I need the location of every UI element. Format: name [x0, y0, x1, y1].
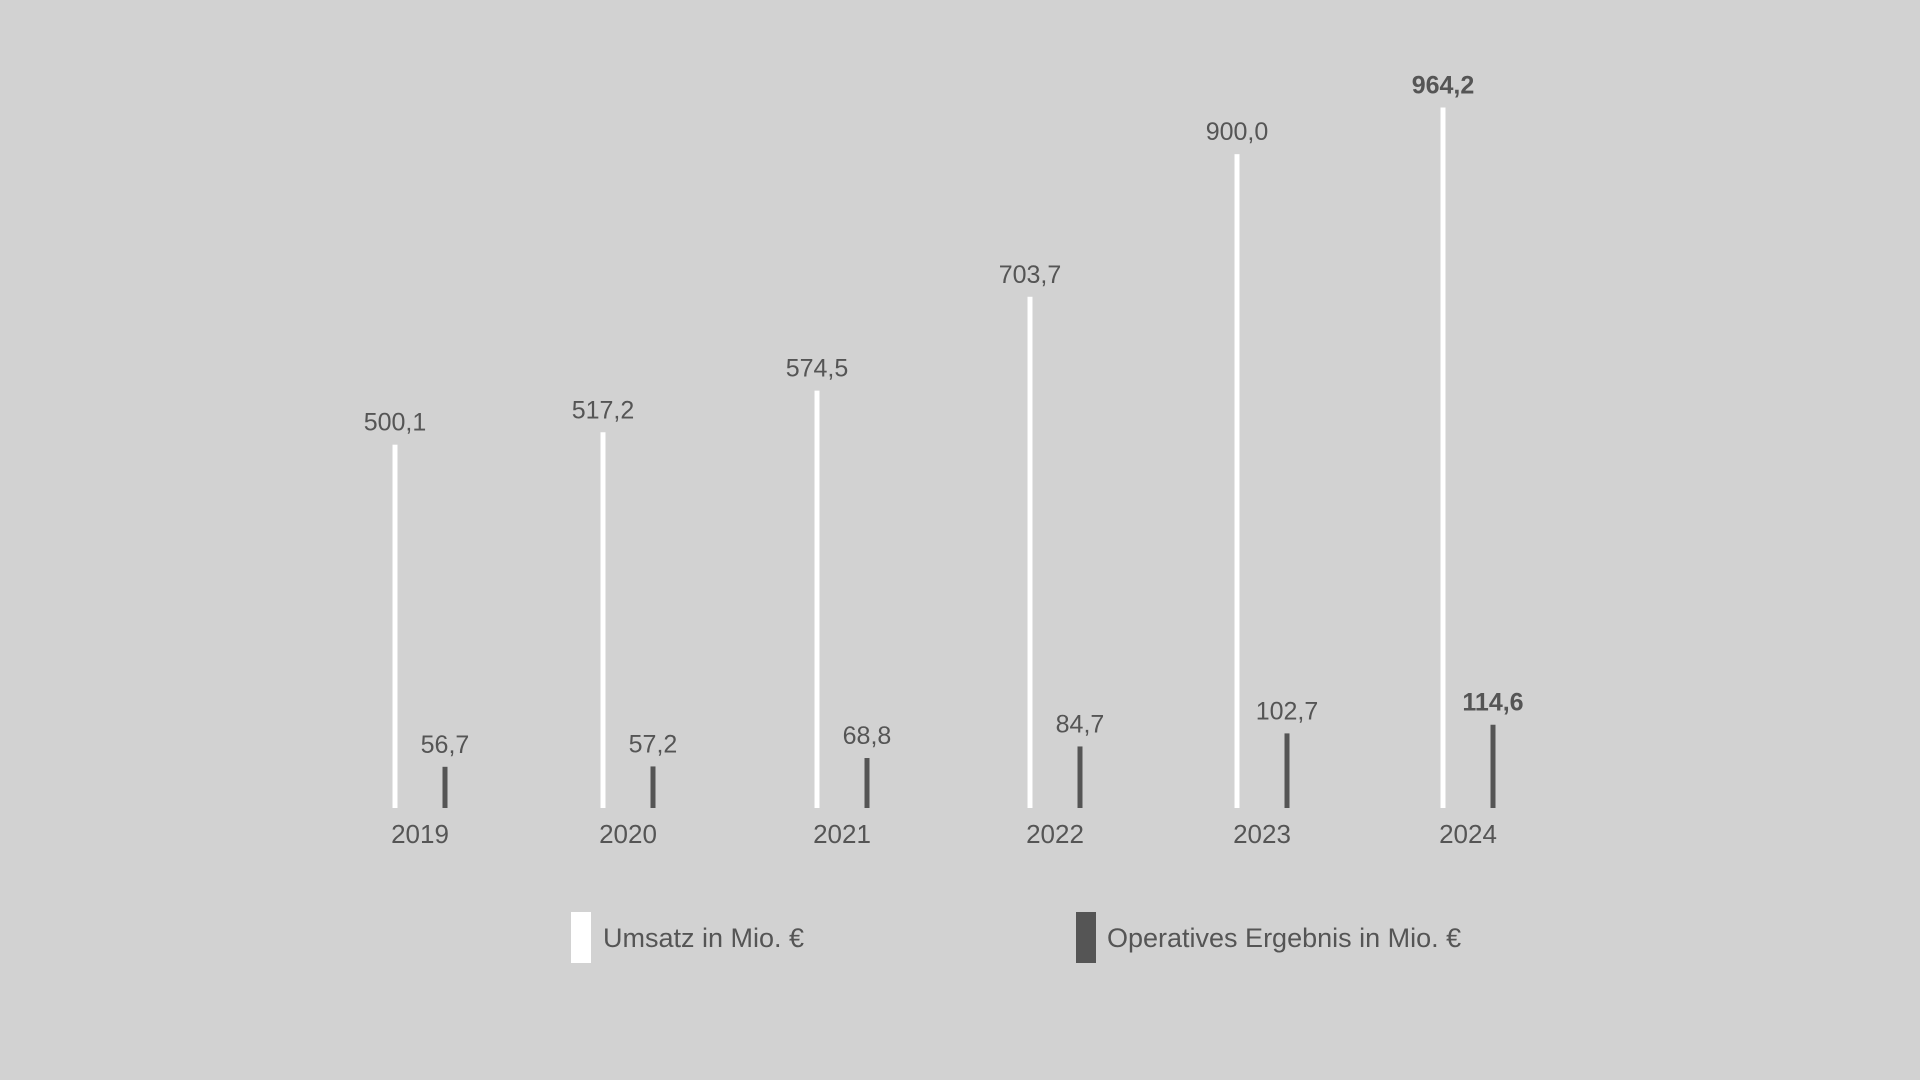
value-label-umsatz-2019: 500,1	[364, 409, 427, 437]
bar-operatives-ergebnis-2022	[1077, 746, 1083, 808]
x-axis-labels: 2019 2020 2021 2022 2023 2024	[391, 819, 1497, 849]
bar-umsatz-2021	[814, 390, 820, 808]
bars-layer	[392, 107, 1496, 809]
bar-umsatz-2023	[1234, 154, 1240, 808]
legend-swatch-operatives-ergebnis	[1076, 912, 1096, 963]
bar-operatives-ergebnis-2023	[1284, 733, 1290, 808]
value-label-umsatz-2024: 964,2	[1412, 72, 1475, 100]
bar-operatives-ergebnis-2021	[864, 758, 870, 808]
value-label-operatives-ergebnis-2022: 84,7	[1056, 710, 1105, 738]
value-label-umsatz-2022: 703,7	[999, 261, 1062, 289]
x-tick-label-2023: 2023	[1233, 819, 1291, 849]
x-tick-label-2021: 2021	[813, 819, 871, 849]
value-label-umsatz-2020: 517,2	[572, 396, 635, 424]
bar-operatives-ergebnis-2024	[1490, 724, 1496, 808]
bar-umsatz-2020	[600, 432, 606, 808]
x-tick-label-2020: 2020	[599, 819, 657, 849]
x-tick-label-2022: 2022	[1026, 819, 1084, 849]
x-tick-label-2019: 2019	[391, 819, 449, 849]
value-label-operatives-ergebnis-2019: 56,7	[421, 731, 470, 759]
bar-umsatz-2024	[1440, 107, 1446, 809]
value-label-umsatz-2023: 900,0	[1206, 118, 1269, 146]
legend: Umsatz in Mio. € Operatives Ergebnis in …	[571, 912, 1461, 963]
legend-swatch-umsatz	[571, 912, 591, 963]
legend-label-umsatz: Umsatz in Mio. €	[603, 923, 804, 953]
bar-umsatz-2019	[392, 444, 398, 808]
bar-operatives-ergebnis-2020	[650, 766, 656, 808]
value-label-operatives-ergebnis-2023: 102,7	[1256, 697, 1319, 725]
value-label-umsatz-2021: 574,5	[786, 355, 849, 383]
value-label-operatives-ergebnis-2021: 68,8	[843, 722, 892, 750]
legend-label-operatives-ergebnis: Operatives Ergebnis in Mio. €	[1107, 923, 1461, 953]
value-labels-layer: 500,1 56,7 517,2 57,2 574,5 68,8 703,7 84,7 900,…	[364, 72, 1524, 759]
bar-operatives-ergebnis-2019	[442, 766, 448, 808]
x-tick-label-2024: 2024	[1439, 819, 1497, 849]
value-label-operatives-ergebnis-2020: 57,2	[629, 730, 678, 758]
bar-umsatz-2022	[1027, 296, 1033, 808]
value-label-operatives-ergebnis-2024: 114,6	[1462, 689, 1523, 717]
